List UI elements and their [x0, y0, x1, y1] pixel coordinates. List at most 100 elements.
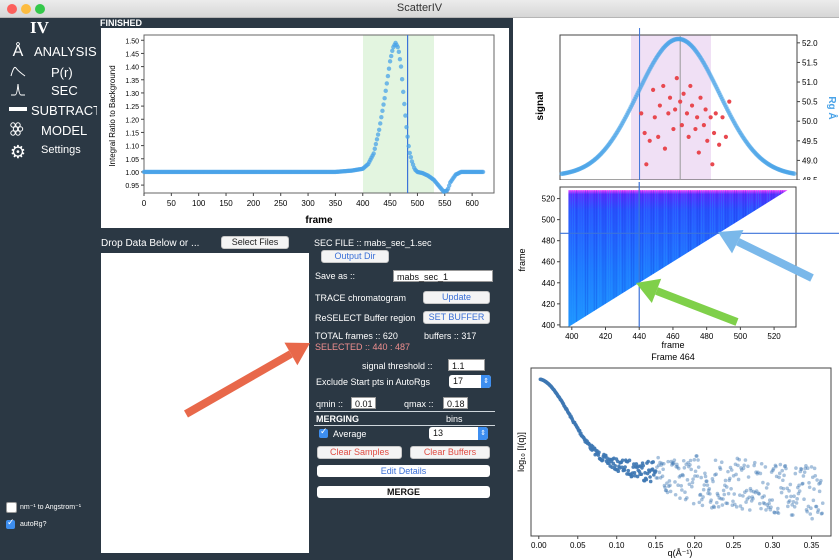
- selected-frames-region: [631, 35, 711, 180]
- intensity-point: [673, 480, 677, 484]
- merge-button[interactable]: MERGE: [317, 486, 490, 498]
- trace-point: [480, 169, 486, 175]
- intensity-point: [716, 493, 720, 498]
- trace-xtick-label: 50: [167, 199, 176, 208]
- pr-curve-icon: [8, 63, 28, 83]
- clear-samples-button[interactable]: Clear Samples: [317, 446, 402, 459]
- update-button[interactable]: Update: [423, 291, 490, 304]
- sidebar-item-subtract[interactable]: SUBTRACT: [0, 101, 101, 121]
- intensity-point: [781, 486, 786, 491]
- zoom-window-button[interactable]: [35, 4, 45, 14]
- intensity-point: [762, 501, 767, 506]
- intensity-point: [787, 499, 792, 503]
- profile-ylabel: log₁₀ [I(q)]: [516, 432, 526, 472]
- sidebar-item-label: MODEL: [41, 123, 88, 138]
- nm-to-angstrom-checkbox[interactable]: [6, 502, 17, 513]
- intensity-point: [686, 461, 690, 465]
- output-dir-button[interactable]: Output Dir: [321, 250, 389, 263]
- average-checkbox[interactable]: [319, 426, 328, 438]
- trace-point: [404, 124, 409, 130]
- sidebar-item-settings[interactable]: ⚙ Settings: [0, 142, 97, 162]
- intensity-point: [711, 504, 716, 509]
- trace-plot[interactable]: 0 50 100 150 200 250 300 350 400 450 500 550 600 0.9…: [101, 28, 509, 228]
- intensity-point: [779, 490, 784, 495]
- intensity-point: [716, 504, 721, 509]
- intensity-point: [714, 500, 719, 505]
- trace-ytick-label: 1.05: [125, 157, 139, 164]
- intensity-point: [760, 495, 765, 500]
- intensity-point: [630, 474, 634, 478]
- rg-point: [678, 99, 683, 104]
- qmin-input[interactable]: 0.01: [351, 397, 376, 409]
- signal-rg-plot[interactable]: 48.549.049.550.050.551.051.552.0 signal …: [513, 28, 839, 180]
- close-window-button[interactable]: [7, 4, 17, 14]
- rg-tick-label: 50.0: [802, 117, 818, 126]
- set-buffer-button[interactable]: SET BUFFER: [423, 311, 490, 324]
- signal-plot-frame: [559, 34, 798, 180]
- intensity-point: [754, 470, 758, 475]
- intensity-point: [815, 510, 820, 514]
- intensity-point: [735, 456, 740, 461]
- intensity-point: [665, 481, 669, 485]
- rg-point: [667, 95, 673, 100]
- intensity-point: [600, 458, 605, 462]
- drop-label: Drop Data Below or ...: [101, 238, 200, 249]
- intensity-point: [719, 460, 724, 465]
- intensity-point: [819, 511, 824, 516]
- frame-correlation-heatmap[interactable]: 400 420 440 460 480 500 520 400 420 440 460 480 500…: [513, 182, 839, 352]
- intensity-point: [752, 460, 757, 465]
- rg-point: [701, 123, 706, 128]
- save-as-input[interactable]: mabs_sec_1: [393, 270, 493, 282]
- sidebar-item-pr[interactable]: P(r): [0, 63, 97, 83]
- trace-ytick-label: 1.35: [125, 78, 139, 85]
- heatmap-triangle: [568, 190, 788, 327]
- trace-chromatogram-label: TRACE chromatogram: [315, 293, 407, 303]
- intensity-point: [662, 483, 667, 488]
- scattering-profile-plot[interactable]: Frame 464 0.00 0.05 0.10 0.15 0.20 0.25 0.30 0.…: [513, 350, 839, 560]
- intensity-point: [658, 475, 663, 480]
- qmax-input[interactable]: 0.18: [443, 397, 468, 409]
- intensity-point: [809, 465, 814, 469]
- intensity-point: [751, 489, 756, 494]
- merging-divider: [314, 411, 495, 412]
- intensity-point: [784, 494, 789, 499]
- intensity-point: [677, 475, 682, 479]
- intensity-point: [698, 492, 703, 497]
- clear-buffers-button[interactable]: Clear Buffers: [410, 446, 490, 459]
- intensity-point: [743, 458, 748, 462]
- intensity-point: [795, 497, 799, 501]
- trace-point: [381, 102, 386, 107]
- profile-xtick-label: 0.35: [804, 541, 820, 550]
- intensity-point: [661, 467, 665, 472]
- exclude-start-select[interactable]: 17 ⇕: [449, 375, 491, 388]
- model-beads-icon: [8, 121, 28, 141]
- trace-point: [396, 49, 402, 55]
- drop-zone[interactable]: [101, 253, 309, 553]
- edit-details-button[interactable]: Edit Details: [317, 465, 490, 477]
- select-files-button[interactable]: Select Files: [221, 236, 289, 249]
- signal-threshold-input[interactable]: 1.1: [448, 359, 485, 371]
- intensity-point: [780, 468, 785, 473]
- sidebar-item-sec[interactable]: SEC: [0, 81, 97, 101]
- intensity-point: [729, 486, 733, 491]
- trace-point: [407, 150, 412, 156]
- sidebar-item-analysis[interactable]: Å ANALYSIS: [0, 42, 97, 62]
- sidebar-item-model[interactable]: MODEL: [0, 121, 97, 141]
- intensity-point: [746, 464, 750, 469]
- trace-point: [384, 81, 390, 86]
- intensity-point: [719, 496, 723, 501]
- intensity-point: [802, 497, 806, 502]
- intensity-point: [742, 463, 746, 468]
- trace-xtick-label: 400: [356, 199, 370, 208]
- minimize-window-button[interactable]: [21, 4, 31, 14]
- intensity-point: [671, 461, 676, 465]
- sidebar-item-label: Settings: [41, 144, 81, 156]
- autorg-checkbox[interactable]: [6, 517, 15, 529]
- rg-tick-label: 51.5: [802, 58, 818, 67]
- intensity-point: [620, 458, 625, 463]
- exclude-start-value: 17: [453, 376, 464, 386]
- merging-underline: [314, 425, 495, 426]
- bins-select[interactable]: 13 ⇕: [429, 427, 488, 440]
- intensity-point: [713, 473, 717, 477]
- trace-point: [382, 96, 387, 101]
